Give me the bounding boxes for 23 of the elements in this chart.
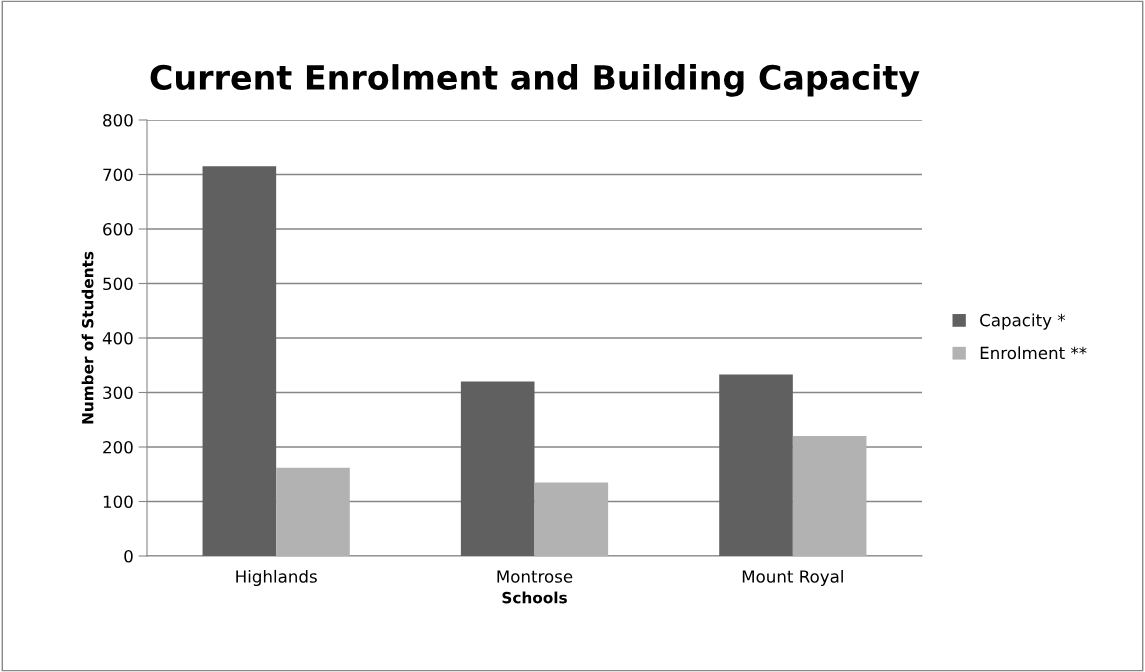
y-tick-label: 200 <box>103 440 133 454</box>
legend-label: Enrolment ** <box>980 346 1087 360</box>
y-tick-label: 500 <box>103 277 133 291</box>
y-tick-label: 700 <box>103 168 133 182</box>
bar <box>534 482 609 556</box>
bar <box>276 467 350 556</box>
x-axis-title: Schools <box>502 591 567 604</box>
y-tick-label: 600 <box>103 222 133 236</box>
bar <box>460 381 535 556</box>
y-axis-title: Number of Students <box>81 251 94 424</box>
chart-title: Current Enrolment and Building Capacity <box>150 64 920 97</box>
y-tick-label: 400 <box>102 331 133 345</box>
x-tick-label: Highlands <box>236 569 317 587</box>
y-tick-label: 100 <box>103 495 133 509</box>
bar <box>202 166 277 556</box>
x-tick-label: Mount Royal <box>742 569 843 587</box>
bar <box>719 374 793 556</box>
x-tick-label: Montrose <box>497 570 573 583</box>
legend-label: Capacity * <box>980 313 1066 330</box>
y-tick-label: 0 <box>124 549 133 563</box>
y-tick-label: 300 <box>103 386 133 400</box>
bar <box>792 436 867 556</box>
y-tick-label: 800 <box>103 113 133 127</box>
